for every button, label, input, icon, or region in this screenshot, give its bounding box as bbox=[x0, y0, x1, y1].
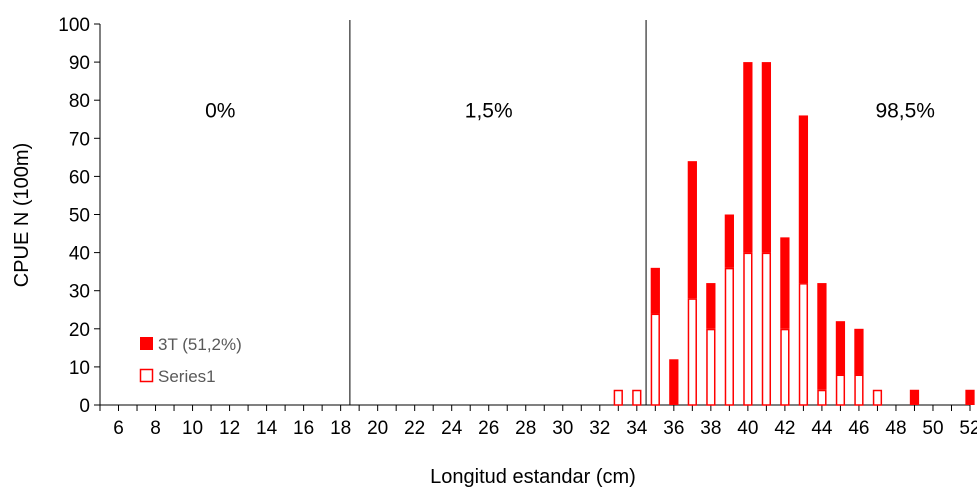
y-tick-label: 90 bbox=[69, 53, 90, 74]
bar-3t bbox=[854, 328, 864, 375]
y-tick-label: 50 bbox=[69, 206, 90, 227]
x-tick-label: 26 bbox=[478, 418, 499, 439]
x-tick-label: 12 bbox=[219, 418, 240, 439]
x-tick-label: 50 bbox=[922, 418, 943, 439]
legend: 3T (51,2%) Series1 bbox=[139, 335, 242, 386]
x-tick-label: 6 bbox=[113, 418, 124, 439]
bar-series1 bbox=[650, 313, 660, 406]
bar-series1 bbox=[724, 267, 734, 406]
bar-series1 bbox=[743, 252, 753, 406]
bar-3t bbox=[780, 237, 790, 329]
x-tick-label: 46 bbox=[848, 418, 869, 439]
bar-3t bbox=[835, 321, 846, 375]
bars bbox=[613, 62, 975, 406]
x-tick-label: 14 bbox=[256, 418, 278, 439]
x-tick-label: 44 bbox=[811, 418, 833, 439]
x-tick-label: 48 bbox=[885, 418, 906, 439]
bar-series1 bbox=[817, 389, 827, 406]
bar-series1 bbox=[798, 283, 809, 406]
y-tick-label: 80 bbox=[69, 91, 90, 112]
bar-series1 bbox=[872, 389, 883, 406]
percentage-annotation: 0% bbox=[205, 100, 235, 123]
y-tick-label: 60 bbox=[69, 167, 90, 188]
x-tick-label: 34 bbox=[626, 418, 648, 439]
y-tick-label: 70 bbox=[69, 129, 90, 150]
percentage-annotation: 1,5% bbox=[465, 100, 513, 123]
x-tick-label: 42 bbox=[774, 418, 795, 439]
annotations: 0% 1,5% 98,5% bbox=[205, 100, 935, 123]
legend-label-3t: 3T (51,2%) bbox=[158, 335, 242, 354]
x-tick-label: 32 bbox=[589, 418, 610, 439]
divider-lines bbox=[349, 20, 647, 405]
bar-3t bbox=[817, 283, 827, 390]
y-axis-title: CPUE N (100m) bbox=[11, 143, 33, 287]
y-tick-label: 20 bbox=[69, 320, 90, 341]
x-tick-label: 36 bbox=[663, 418, 684, 439]
x-tick-label: 38 bbox=[700, 418, 721, 439]
x-tick-label: 22 bbox=[404, 418, 425, 439]
legend-swatch-series1 bbox=[139, 368, 154, 383]
percentage-annotation: 98,5% bbox=[875, 100, 935, 123]
y-tick-label: 10 bbox=[69, 358, 90, 379]
bar-series1 bbox=[613, 389, 623, 406]
bar-3t bbox=[650, 267, 660, 314]
x-tick-label: 8 bbox=[150, 418, 161, 439]
x-tick-label: 24 bbox=[441, 418, 463, 439]
bar-3t bbox=[706, 283, 716, 329]
bar-3t bbox=[743, 62, 753, 253]
bar-3t bbox=[909, 389, 920, 405]
bar-series1 bbox=[854, 374, 864, 406]
y-tick-label: 0 bbox=[79, 396, 90, 417]
x-tick-label: 52 bbox=[959, 418, 977, 439]
x-tick-label: 40 bbox=[737, 418, 758, 439]
bar-series1 bbox=[706, 328, 716, 406]
bar-3t bbox=[687, 161, 697, 299]
x-tick-label: 16 bbox=[293, 418, 314, 439]
y-tick-label: 40 bbox=[69, 244, 90, 265]
x-tick-label: 18 bbox=[330, 418, 351, 439]
bar-series1 bbox=[780, 328, 790, 406]
bar-3t bbox=[798, 115, 809, 284]
x-tick-label: 10 bbox=[182, 418, 203, 439]
bar-3t bbox=[669, 359, 679, 405]
legend-swatch-3t bbox=[140, 337, 153, 350]
y-tick-label: 30 bbox=[69, 282, 90, 303]
x-axis-title: Longitud estandar (cm) bbox=[430, 466, 636, 488]
x-axis: 6 8 10 12 14 16 18 20 22 24 26 28 30 32 34 36 38 40 42 44 46… bbox=[99, 404, 977, 439]
bar-3t bbox=[724, 214, 734, 268]
x-tick-label: 28 bbox=[515, 418, 536, 439]
bar-series1 bbox=[687, 298, 697, 406]
x-tick-label: 30 bbox=[552, 418, 573, 439]
y-axis: 0 10 20 30 40 50 60 70 80 90 100 bbox=[58, 15, 101, 417]
bar-series1 bbox=[632, 389, 642, 406]
bar-3t bbox=[965, 389, 975, 405]
bar-series1 bbox=[835, 374, 846, 406]
bar-3t bbox=[761, 62, 772, 253]
x-tick-label: 20 bbox=[367, 418, 388, 439]
y-tick-label: 100 bbox=[58, 15, 90, 36]
bar-series1 bbox=[761, 252, 772, 406]
legend-label-series1: Series1 bbox=[158, 367, 216, 386]
